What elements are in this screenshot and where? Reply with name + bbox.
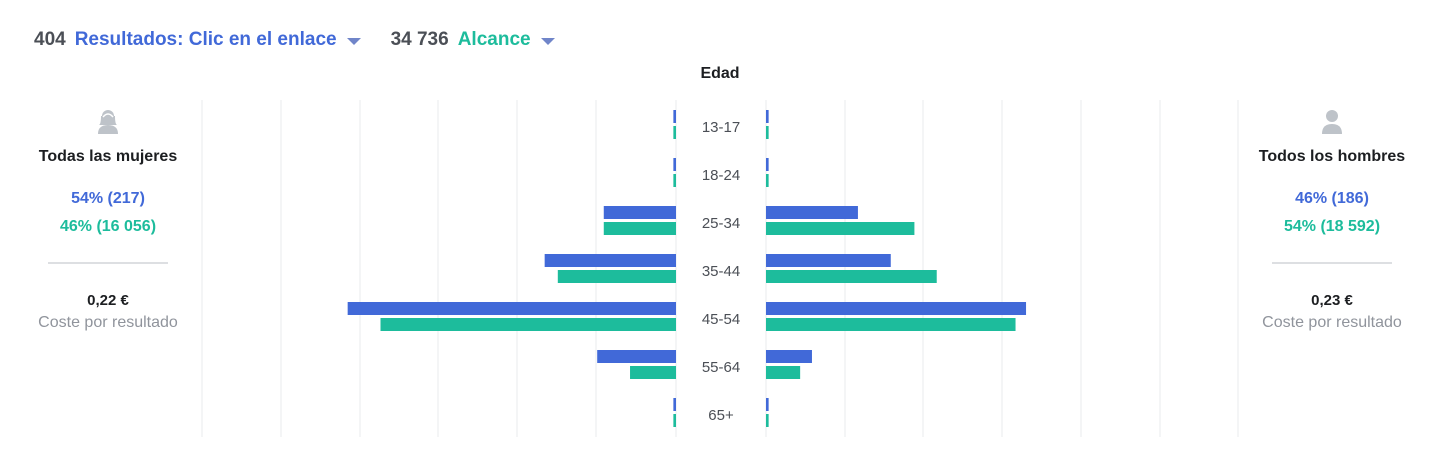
- women-reach-bar: [673, 126, 676, 139]
- women-reach-bar: [603, 222, 676, 235]
- women-results-bar: [673, 398, 676, 411]
- men-results-bar: [766, 302, 1027, 315]
- age-tick-label: 65+: [708, 407, 734, 424]
- men-results-bar: [766, 350, 812, 363]
- women-results-bar: [673, 110, 676, 123]
- women-reach-bar: [557, 270, 676, 283]
- women-results-bar: [603, 206, 676, 219]
- reach-count: 34 736: [390, 29, 449, 50]
- age-tick-label: 35-44: [702, 263, 740, 280]
- women-reach-percentage: 46% (16 056): [59, 218, 157, 235]
- women-summary-panel: Todas las mujeres 54% (217) 46% (16 056)…: [8, 108, 208, 332]
- women-reach-bar: [630, 366, 676, 379]
- women-reach-bar: [380, 318, 676, 331]
- men-results-bar: [766, 254, 891, 267]
- men-results-percentage: 46% (186): [1295, 190, 1369, 207]
- chevron-down-icon: [346, 37, 361, 45]
- women-results-bar: [673, 158, 676, 171]
- men-results-bar: [766, 206, 858, 219]
- men-reach-bar: [766, 126, 769, 139]
- results-metric-dropdown[interactable]: 404 Resultados: Clic en el enlace: [34, 29, 361, 51]
- divider: [48, 262, 168, 264]
- men-results-bar: [766, 158, 769, 171]
- men-reach-bar: [766, 318, 1016, 331]
- men-reach-bar: [766, 270, 937, 283]
- women-title: Todas las mujeres: [38, 148, 178, 165]
- age-tick-label: 13-17: [702, 119, 740, 136]
- men-title: Todos los hombres: [1258, 148, 1406, 165]
- reach-metric-label: Alcance: [457, 29, 531, 50]
- metric-selector-bar: 404 Resultados: Clic en el enlace 34 736…: [34, 26, 555, 54]
- man-icon: [1322, 110, 1342, 134]
- women-results-bar: [597, 350, 676, 363]
- men-reach-bar: [766, 366, 801, 379]
- chart-title: Edad: [700, 65, 740, 82]
- women-cost-label: Coste por resultado: [38, 314, 178, 331]
- woman-icon: [98, 110, 118, 134]
- reach-metric-dropdown[interactable]: 34 736 Alcance: [391, 29, 555, 51]
- women-results-percentage: 54% (217): [71, 190, 145, 207]
- men-cost-value: 0,23 €: [1311, 292, 1353, 309]
- women-reach-bar: [673, 414, 676, 427]
- age-tick-label: 25-34: [702, 215, 740, 232]
- men-reach-percentage: 54% (18 592): [1283, 218, 1381, 235]
- men-cost-label: Coste por resultado: [1262, 314, 1402, 331]
- chevron-down-icon: [540, 37, 555, 45]
- men-results-bar: [766, 398, 769, 411]
- men-results-bar: [766, 110, 769, 123]
- men-reach-bar: [766, 174, 769, 187]
- age-tick-label: 55-64: [702, 359, 740, 376]
- men-summary-panel: Todos los hombres 46% (186) 54% (18 592)…: [1232, 108, 1432, 332]
- results-count: 404: [34, 29, 66, 50]
- women-cost-value: 0,22 €: [87, 292, 129, 309]
- age-tick-label: 45-54: [702, 311, 740, 328]
- results-metric-label: Resultados: Clic en el enlace: [74, 29, 337, 50]
- women-results-bar: [347, 302, 676, 315]
- age-tick-label: 18-24: [702, 167, 740, 184]
- women-reach-bar: [673, 174, 676, 187]
- divider: [1272, 262, 1392, 264]
- men-reach-bar: [766, 414, 769, 427]
- men-reach-bar: [766, 222, 915, 235]
- women-results-bar: [544, 254, 676, 267]
